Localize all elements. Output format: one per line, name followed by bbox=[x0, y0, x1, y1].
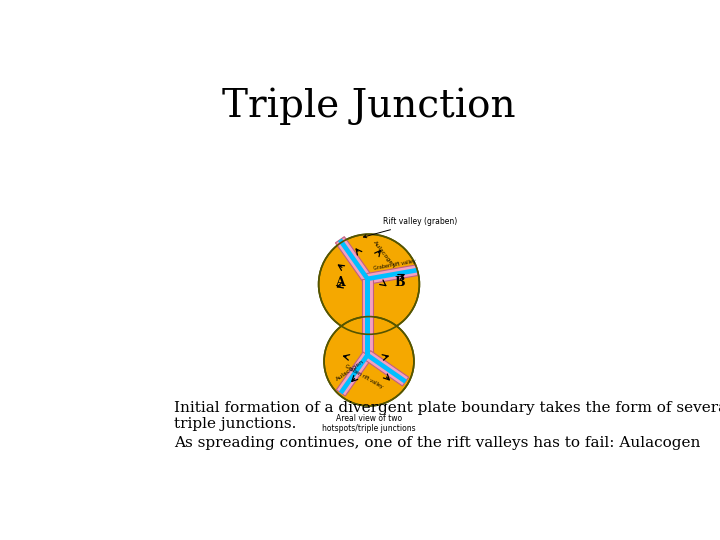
Text: Areal view of two
hotspots/triple junctions: Areal view of two hotspots/triple juncti… bbox=[322, 414, 416, 433]
Text: Graben rift valley: Graben rift valley bbox=[373, 259, 416, 271]
Text: Aulacogen: Aulacogen bbox=[372, 240, 397, 269]
Text: Graben rift valley: Graben rift valley bbox=[344, 364, 383, 389]
Polygon shape bbox=[365, 279, 370, 356]
Text: Aulacogen: Aulacogen bbox=[336, 359, 366, 382]
Polygon shape bbox=[366, 265, 418, 284]
Text: Rift valley (graben): Rift valley (graben) bbox=[364, 217, 457, 238]
Polygon shape bbox=[336, 237, 372, 282]
Text: A: A bbox=[335, 276, 344, 289]
Polygon shape bbox=[366, 353, 407, 383]
Text: As spreading continues, one of the rift valleys has to fail: Aulacogen: As spreading continues, one of the rift … bbox=[174, 436, 700, 450]
Polygon shape bbox=[367, 268, 418, 281]
Text: Initial formation of a divergent plate boundary takes the form of several
triple: Initial formation of a divergent plate b… bbox=[174, 401, 720, 431]
Polygon shape bbox=[339, 354, 369, 394]
Circle shape bbox=[319, 234, 419, 334]
Polygon shape bbox=[336, 352, 372, 396]
Polygon shape bbox=[338, 239, 369, 280]
Circle shape bbox=[324, 316, 414, 406]
Polygon shape bbox=[362, 279, 373, 356]
Text: B: B bbox=[395, 276, 405, 289]
Text: Triple Junction: Triple Junction bbox=[222, 88, 516, 125]
Polygon shape bbox=[364, 350, 409, 386]
